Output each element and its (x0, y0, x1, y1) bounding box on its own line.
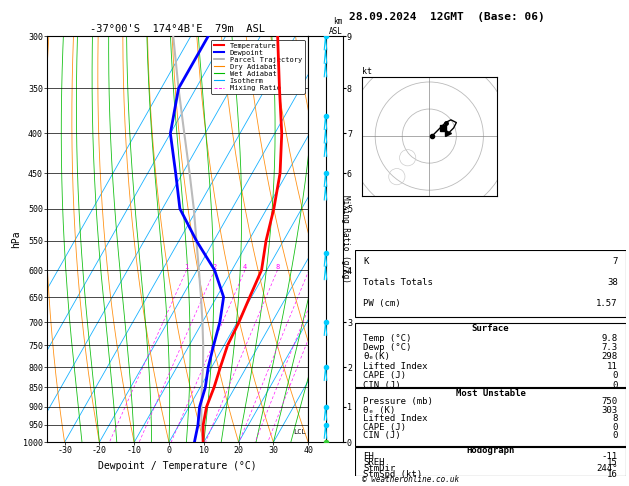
Text: Dewp (°C): Dewp (°C) (364, 343, 412, 352)
Text: 1.57: 1.57 (596, 299, 618, 308)
Text: © weatheronline.co.uk: © weatheronline.co.uk (362, 474, 459, 484)
Text: Most Unstable: Most Unstable (455, 389, 526, 398)
Text: 244°: 244° (596, 464, 618, 473)
Text: 0: 0 (613, 423, 618, 432)
Text: StmDir: StmDir (364, 464, 396, 473)
Text: 303: 303 (601, 406, 618, 415)
Text: Mixing Ratio (g/kg): Mixing Ratio (g/kg) (341, 195, 350, 283)
Text: 28.09.2024  12GMT  (Base: 06): 28.09.2024 12GMT (Base: 06) (349, 12, 545, 22)
Text: 16: 16 (607, 469, 618, 479)
Title: -37°00'S  174°4B'E  79m  ASL: -37°00'S 174°4B'E 79m ASL (90, 24, 265, 35)
Text: 11: 11 (607, 362, 618, 371)
Text: 8: 8 (613, 415, 618, 423)
Text: 2: 2 (213, 264, 217, 270)
Text: StmSpd (kt): StmSpd (kt) (364, 469, 423, 479)
Text: 0: 0 (613, 371, 618, 381)
Text: Lifted Index: Lifted Index (364, 415, 428, 423)
Text: CIN (J): CIN (J) (364, 431, 401, 440)
Text: θₑ (K): θₑ (K) (364, 406, 396, 415)
Text: EH: EH (364, 452, 374, 461)
Text: 0: 0 (613, 381, 618, 390)
X-axis label: Dewpoint / Temperature (°C): Dewpoint / Temperature (°C) (98, 461, 257, 471)
Text: km
ASL: km ASL (329, 17, 343, 36)
Text: 4: 4 (243, 264, 247, 270)
Text: 0: 0 (613, 431, 618, 440)
Text: CAPE (J): CAPE (J) (364, 423, 406, 432)
Text: CIN (J): CIN (J) (364, 381, 401, 390)
Text: Lifted Index: Lifted Index (364, 362, 428, 371)
Y-axis label: hPa: hPa (11, 230, 21, 248)
Text: 298: 298 (601, 352, 618, 362)
Text: K: K (364, 257, 369, 266)
Text: 38: 38 (607, 278, 618, 287)
Text: 8: 8 (276, 264, 280, 270)
Text: Temp (°C): Temp (°C) (364, 333, 412, 343)
Text: 750: 750 (601, 398, 618, 406)
Text: Totals Totals: Totals Totals (364, 278, 433, 287)
Legend: Temperature, Dewpoint, Parcel Trajectory, Dry Adiabat, Wet Adiabat, Isotherm, Mi: Temperature, Dewpoint, Parcel Trajectory… (211, 40, 304, 94)
Text: 15: 15 (607, 458, 618, 467)
Text: CAPE (J): CAPE (J) (364, 371, 406, 381)
Text: -11: -11 (601, 452, 618, 461)
Text: LCL: LCL (294, 429, 306, 435)
Text: PW (cm): PW (cm) (364, 299, 401, 308)
Text: Surface: Surface (472, 324, 509, 333)
Text: 1: 1 (184, 264, 189, 270)
Text: θₑ(K): θₑ(K) (364, 352, 391, 362)
Text: Pressure (mb): Pressure (mb) (364, 398, 433, 406)
Text: 7: 7 (613, 257, 618, 266)
Text: 9.8: 9.8 (601, 333, 618, 343)
Text: 7.3: 7.3 (601, 343, 618, 352)
Text: Hodograph: Hodograph (467, 446, 515, 455)
Text: SREH: SREH (364, 458, 385, 467)
Text: kt: kt (362, 67, 372, 76)
